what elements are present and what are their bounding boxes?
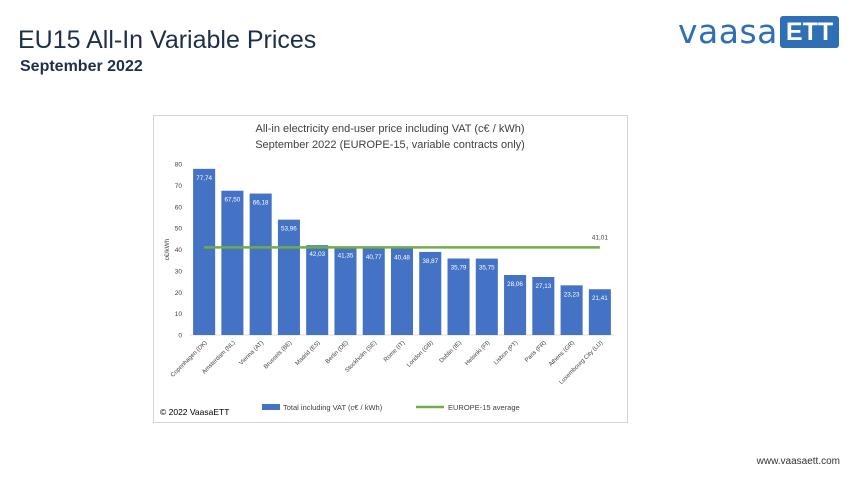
bar-value-label: 40,77 xyxy=(366,254,382,261)
y-tick-label: 80 xyxy=(175,162,183,169)
bar-11 xyxy=(475,258,498,335)
bar-value-label: 41,35 xyxy=(338,253,354,260)
vaasaett-logo: vaasa ETT xyxy=(678,12,840,51)
bar-value-label: 40,48 xyxy=(394,254,410,261)
bar-value-label: 53,96 xyxy=(281,226,297,233)
site-url: www.vaasaett.com xyxy=(756,456,840,467)
bar-value-label: 42,03 xyxy=(309,251,325,258)
slide-title: EU15 All-In Variable Prices xyxy=(18,26,317,54)
category-label: Berlin (DE) xyxy=(325,340,350,365)
copyright: © 2022 VaasaETT xyxy=(160,407,230,417)
y-tick-label: 20 xyxy=(175,290,183,297)
category-label: Vienna (AT) xyxy=(239,340,265,366)
bar-value-label: 66,18 xyxy=(253,200,269,207)
category-label: Lisbon (PT) xyxy=(493,340,519,366)
bar-3 xyxy=(249,193,272,335)
category-label: Rome (IT) xyxy=(383,340,406,363)
chart-title-line-2: September 2022 (EUROPE-15, variable cont… xyxy=(255,139,525,151)
bar-7 xyxy=(362,247,385,335)
y-tick-label: 50 xyxy=(175,226,183,233)
y-tick-label: 0 xyxy=(178,333,182,340)
category-label: Stockholm (SE) xyxy=(344,340,378,374)
bar-10 xyxy=(447,258,470,335)
bar-value-label: 38,87 xyxy=(422,258,438,265)
bar-13 xyxy=(532,277,555,335)
bar-value-label: 27,13 xyxy=(535,283,551,290)
bar-value-label: 28,06 xyxy=(507,281,523,288)
bar-value-label: 23,23 xyxy=(564,291,580,298)
category-label: London (GB) xyxy=(406,340,435,369)
average-value-label: 41,01 xyxy=(592,234,609,241)
y-axis-label: c€/kWh xyxy=(164,238,171,260)
bar-15 xyxy=(588,289,611,335)
y-tick-label: 70 xyxy=(175,183,183,190)
category-label: Madrid (ES) xyxy=(295,340,322,367)
bar-value-label: 35,75 xyxy=(479,265,495,272)
bar-5 xyxy=(306,245,329,335)
logo-badge: ETT xyxy=(779,15,840,48)
slide-subtitle: September 2022 xyxy=(20,58,143,75)
chart-title-line-1: All-in electricity end-user price includ… xyxy=(256,123,525,135)
bar-2 xyxy=(221,190,244,335)
legend-swatch-bars xyxy=(262,404,280,410)
chart-frame: All-in electricity end-user price includ… xyxy=(153,115,628,423)
logo-text: vaasa xyxy=(678,12,778,51)
category-label: Brussels (BE) xyxy=(263,340,293,370)
category-label: Athens (GR) xyxy=(548,340,576,368)
bar-14 xyxy=(560,285,583,335)
y-tick-label: 30 xyxy=(175,268,183,275)
legend-label-average: EUROPE-15 average xyxy=(448,403,520,412)
category-label: Paris (FR) xyxy=(524,340,548,364)
y-tick-label: 10 xyxy=(175,311,183,318)
bar-value-label: 67,50 xyxy=(225,197,241,204)
y-tick-label: 40 xyxy=(175,247,183,254)
bar-6 xyxy=(334,246,357,335)
bar-8 xyxy=(390,248,414,335)
bar-value-label: 77,74 xyxy=(196,175,212,182)
bar-4 xyxy=(277,219,300,335)
legend-label-bars: Total including VAT (c€ / kWh) xyxy=(283,403,383,412)
category-label: Dublin (IE) xyxy=(439,340,463,364)
price-bar-chart: All-in electricity end-user price includ… xyxy=(164,123,614,412)
category-label: Helsinki (FI) xyxy=(464,340,491,367)
bar-value-label: 21,41 xyxy=(592,295,608,302)
bar-1 xyxy=(193,168,216,335)
bar-12 xyxy=(504,275,527,335)
bar-9 xyxy=(419,251,442,335)
bar-value-label: 35,79 xyxy=(451,264,467,271)
y-tick-label: 60 xyxy=(175,204,183,211)
